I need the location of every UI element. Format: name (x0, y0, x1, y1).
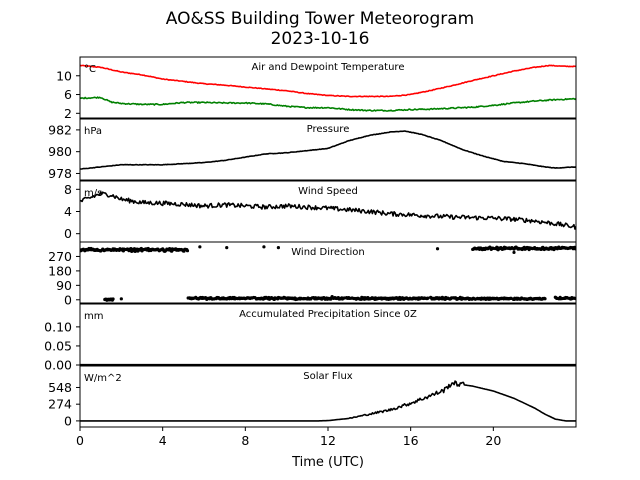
y-tick-label: 4 (64, 204, 72, 219)
panel-title: Wind Speed (298, 186, 358, 197)
y-tick-label: 548 (48, 380, 72, 395)
x-tick-label: 20 (485, 433, 501, 448)
panel-plot-area (80, 380, 576, 422)
x-tick-label: 16 (403, 433, 419, 448)
panel-unit: W/m^2 (84, 373, 122, 384)
y-tick-label: 8 (64, 182, 72, 197)
panel-unit: hPa (84, 126, 102, 137)
panel-2: 978 980 982 Pressure hPa (48, 118, 577, 181)
y-tick-label: 0.05 (44, 338, 72, 353)
x-axis-label: Time (UTC) (291, 455, 364, 470)
y-tick-label: 980 (48, 144, 72, 159)
x-tick-label: 8 (241, 433, 249, 448)
panel-5: 0.00 0.05 0.10 Accumulated Precipitation Si… (44, 303, 577, 373)
figure-date: 2023-10-16 (271, 29, 370, 49)
panel-title: Pressure (307, 124, 350, 135)
wind_direction-point (330, 294, 334, 299)
panel-1: 2 6 10 Air and Dewpoint Temperature °C (56, 56, 577, 121)
y-tick-label: 90 (56, 278, 72, 293)
panel-unit: °C (84, 64, 96, 75)
wind_direction-point (512, 250, 516, 255)
y-tick-label: 274 (48, 397, 72, 412)
wind_direction-point (262, 245, 266, 249)
panel-title: Air and Dewpoint Temperature (252, 62, 405, 73)
x-tick-label: 4 (159, 433, 167, 448)
figure-title: AO&SS Building Tower Meteorogram (166, 9, 474, 29)
y-tick-label: 2 (64, 106, 72, 121)
panel-plot-area (80, 130, 576, 170)
wind_direction-point (535, 247, 539, 251)
y-tick-label: 0.00 (44, 358, 72, 373)
y-tick-label: 982 (48, 122, 72, 137)
x-tick-label: 0 (76, 433, 84, 448)
y-tick-label: 0.10 (44, 319, 72, 334)
wind_direction-point (119, 297, 123, 301)
panels: 2 6 10 Air and Dewpoint Temperature °C 978 980… (44, 56, 577, 448)
y-tick-label: 6 (64, 87, 72, 102)
panel-plot-area (80, 191, 576, 230)
wind_direction-point (276, 246, 280, 250)
wind_direction-point (111, 297, 115, 301)
panel-unit: mm (84, 311, 103, 322)
wind_direction-point (198, 245, 202, 249)
y-tick-label: 0 (64, 226, 72, 241)
solar-line (80, 380, 576, 422)
y-tick-label: 978 (48, 166, 72, 181)
dewpoint-line (80, 96, 576, 112)
panel-frame (79, 56, 577, 119)
panel-unit: m/s (84, 188, 102, 199)
panel-title: Solar Flux (303, 371, 353, 382)
x-tick-label: 12 (320, 433, 336, 448)
panel-frame (79, 303, 577, 366)
panel-plot-area (80, 64, 576, 112)
wind_direction-point (426, 296, 430, 300)
panel-plot-area (80, 245, 576, 302)
wind_direction-point (543, 297, 547, 301)
y-tick-label: 180 (48, 263, 72, 278)
pressure-line (80, 130, 576, 170)
wind_direction-point (185, 249, 190, 253)
y-tick-label: 0 (64, 292, 72, 307)
wind_direction-point (435, 247, 440, 251)
wind_speed-line (80, 191, 576, 230)
panel-frame (79, 241, 577, 304)
panel-3: 0 4 8 Wind Speed m/s (64, 180, 577, 243)
y-tick-label: 10 (56, 68, 72, 83)
panel-title: Accumulated Precipitation Since 0Z (239, 309, 417, 320)
y-tick-label: 270 (48, 249, 72, 264)
temperature-line (80, 64, 576, 98)
y-tick-label: 0 (64, 413, 72, 428)
wind_direction-point (225, 246, 229, 250)
panel-title: Wind Direction (291, 247, 365, 258)
panel-frame (79, 118, 577, 181)
